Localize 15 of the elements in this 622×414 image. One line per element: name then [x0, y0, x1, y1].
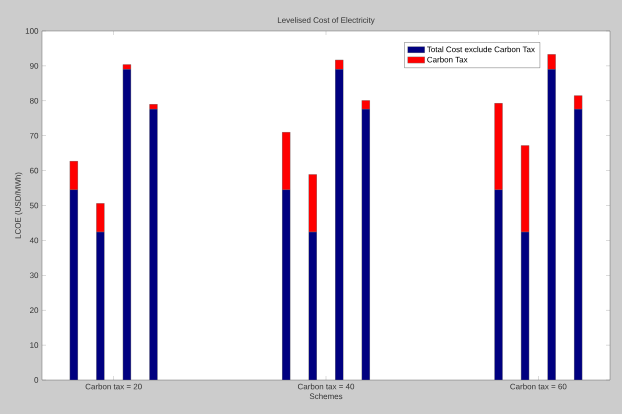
- bar: [494, 103, 503, 190]
- bar: [520, 145, 530, 232]
- bar: [149, 104, 158, 110]
- bar: [547, 69, 556, 380]
- bar: [574, 108, 582, 380]
- bar: [96, 232, 105, 380]
- bar: [362, 108, 370, 380]
- bar: [70, 190, 78, 380]
- bar: [282, 132, 290, 190]
- bar: [308, 174, 317, 232]
- bar: [282, 190, 290, 380]
- bar: [96, 203, 105, 232]
- bar: [308, 232, 317, 380]
- bar: [335, 69, 344, 380]
- bar: [362, 100, 370, 110]
